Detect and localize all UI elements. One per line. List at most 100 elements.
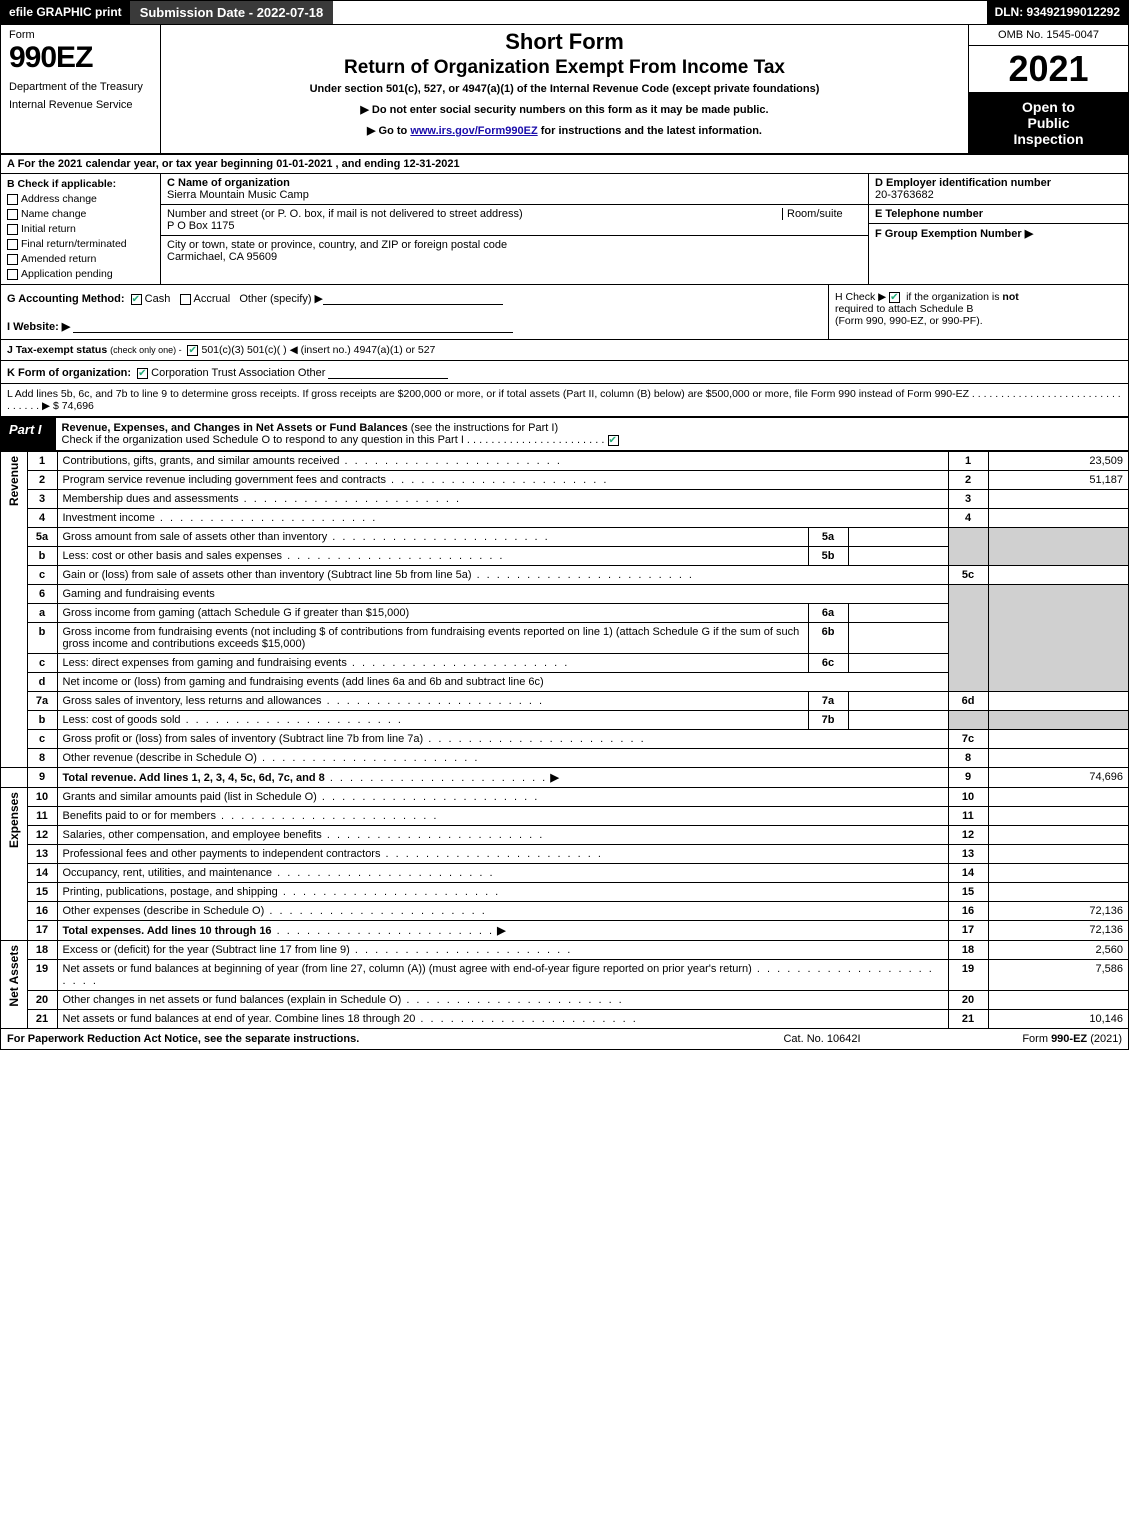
line-7c-num: c [27, 730, 57, 749]
line-2-col: 2 [948, 471, 988, 490]
check-name-change[interactable]: Name change [7, 208, 154, 220]
line-6a-mid: 6a [808, 604, 848, 623]
check-address-change[interactable]: Address change [7, 193, 154, 205]
topbar-spacer [333, 1, 986, 24]
line-11-col: 11 [948, 807, 988, 826]
line-17-num: 17 [27, 921, 57, 941]
line-7b-desc: Less: cost of goods sold [57, 711, 808, 730]
part-i-check-line: Check if the organization used Schedule … [62, 434, 605, 446]
row-j: J Tax-exempt status (check only one) - 5… [1, 340, 1128, 361]
website-input[interactable] [73, 319, 513, 333]
c-name-label: C Name of organization [167, 177, 862, 189]
line-6b-midval [848, 623, 948, 654]
check-initial-return[interactable]: Initial return [7, 223, 154, 235]
line-17-desc: Total expenses. Add lines 10 through 16 … [57, 921, 948, 941]
line-11-num: 11 [27, 807, 57, 826]
page-footer: For Paperwork Reduction Act Notice, see … [1, 1029, 1128, 1049]
k-other-input[interactable] [328, 365, 448, 379]
d-label: D Employer identification number [875, 177, 1122, 189]
note-goto: ▶ Go to www.irs.gov/Form990EZ for instru… [167, 124, 962, 137]
check-501c3[interactable] [187, 345, 198, 356]
note-ssn: ▶ Do not enter social security numbers o… [167, 103, 962, 116]
line-6c-desc: Less: direct expenses from gaming and fu… [57, 654, 808, 673]
irs-link[interactable]: www.irs.gov/Form990EZ [410, 125, 537, 137]
line-6d-col: 6d [948, 692, 988, 711]
line-12-desc: Salaries, other compensation, and employ… [57, 826, 948, 845]
check-amended-return[interactable]: Amended return [7, 253, 154, 265]
d-ein: D Employer identification number 20-3763… [869, 174, 1128, 205]
line-14-num: 14 [27, 864, 57, 883]
line-6b-mid: 6b [808, 623, 848, 654]
l-amount: 74,696 [62, 400, 94, 412]
line-14-col: 14 [948, 864, 988, 883]
line-4-desc: Investment income [57, 509, 948, 528]
line-10-col: 10 [948, 788, 988, 807]
inspect-line2: Public [973, 115, 1124, 131]
i-label: I Website: ▶ [7, 321, 70, 333]
line-9-num: 9 [27, 768, 57, 788]
note-goto-post: for instructions and the latest informat… [538, 125, 762, 137]
line-16-val: 72,136 [988, 902, 1128, 921]
h-post: if the organization is [903, 291, 1002, 303]
part-i-header: Part I Revenue, Expenses, and Changes in… [1, 418, 1128, 451]
inspect-line3: Inspection [973, 131, 1124, 147]
line-13-num: 13 [27, 845, 57, 864]
f-group-exemption: F Group Exemption Number ▶ [869, 224, 1128, 284]
omb-number: OMB No. 1545-0047 [969, 25, 1128, 46]
header-left: Form 990EZ Department of the Treasury In… [1, 25, 161, 153]
title-return: Return of Organization Exempt From Incom… [167, 57, 962, 79]
line-7b-mid: 7b [808, 711, 848, 730]
line-8-col: 8 [948, 749, 988, 768]
form-number: 990EZ [9, 41, 152, 75]
line-6d-val [988, 692, 1128, 711]
line-9-val: 74,696 [988, 768, 1128, 788]
dln: DLN: 93492199012292 [987, 1, 1128, 24]
org-address: P O Box 1175 [167, 220, 862, 232]
check-h[interactable] [889, 292, 900, 303]
section-c: C Name of organization Sierra Mountain M… [161, 174, 868, 284]
line-21-val: 10,146 [988, 1010, 1128, 1029]
row-a-tax-year: A For the 2021 calendar year, or tax yea… [1, 155, 1128, 174]
line-1-desc: Contributions, gifts, grants, and simila… [57, 452, 948, 471]
line-6-num: 6 [27, 585, 57, 604]
dept-treasury: Department of the Treasury [9, 81, 152, 93]
row-h: H Check ▶ if the organization is not req… [828, 285, 1128, 339]
line-19-num: 19 [27, 960, 57, 991]
line-8-num: 8 [27, 749, 57, 768]
line-9-desc: Total revenue. Add lines 1, 2, 3, 4, 5c,… [57, 768, 948, 788]
check-application-pending[interactable]: Application pending [7, 268, 154, 280]
line-15-val [988, 883, 1128, 902]
footer-mid: Cat. No. 10642I [722, 1033, 922, 1045]
check-accrual[interactable] [180, 294, 191, 305]
line-15-desc: Printing, publications, postage, and shi… [57, 883, 948, 902]
line-19-col: 19 [948, 960, 988, 991]
line-10-desc: Grants and similar amounts paid (list in… [57, 788, 948, 807]
check-corporation[interactable] [137, 368, 148, 379]
line-7a-num: 7a [27, 692, 57, 711]
line-5-shade-num [948, 528, 988, 566]
line-1-val: 23,509 [988, 452, 1128, 471]
line-6c-mid: 6c [808, 654, 848, 673]
g-other-input[interactable] [323, 291, 503, 305]
check-schedule-o[interactable] [608, 435, 619, 446]
line-12-col: 12 [948, 826, 988, 845]
inspect-line1: Open to [973, 99, 1124, 115]
c-city-label: City or town, state or province, country… [167, 239, 862, 251]
efile-print-label[interactable]: efile GRAPHIC print [1, 1, 130, 24]
line-16-col: 16 [948, 902, 988, 921]
org-city: Carmichael, CA 95609 [167, 251, 862, 263]
line-6b-desc: Gross income from fundraising events (no… [57, 623, 808, 654]
line-19-val: 7,586 [988, 960, 1128, 991]
line-4-val [988, 509, 1128, 528]
line-5c-val [988, 566, 1128, 585]
check-cash[interactable] [131, 294, 142, 305]
line-4-num: 4 [27, 509, 57, 528]
line-15-num: 15 [27, 883, 57, 902]
line-5b-desc: Less: cost or other basis and sales expe… [57, 547, 808, 566]
header-right: OMB No. 1545-0047 2021 Open to Public In… [968, 25, 1128, 153]
check-final-return[interactable]: Final return/terminated [7, 238, 154, 250]
line-6b-num: b [27, 623, 57, 654]
line-6-shade-num [948, 585, 988, 692]
line-15-col: 15 [948, 883, 988, 902]
line-6c-midval [848, 654, 948, 673]
